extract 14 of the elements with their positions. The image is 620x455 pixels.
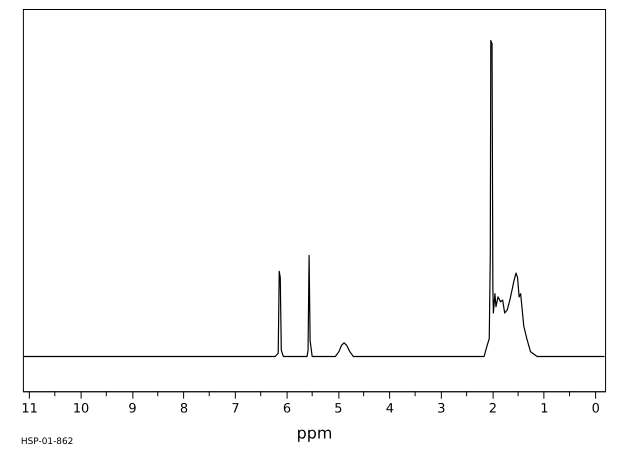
x-tick-label: 5 [334, 402, 343, 417]
x-tick-label: 6 [282, 402, 292, 417]
x-tick-label: 3 [437, 402, 446, 417]
x-tick-label: 9 [128, 402, 137, 417]
x-tick-label: 10 [72, 402, 90, 417]
x-tick-label: 8 [180, 402, 188, 417]
x-tick-label: 1 [540, 402, 548, 417]
x-tick-label: 0 [592, 402, 600, 417]
x-tick-label: 4 [386, 402, 394, 417]
x-tick-label: 2 [488, 402, 497, 417]
x-tick-label: 11 [21, 402, 38, 417]
x-axis-title: ppm [296, 423, 332, 442]
x-tick-label: 7 [231, 402, 240, 417]
text: HSP-01-862 [20, 436, 74, 447]
